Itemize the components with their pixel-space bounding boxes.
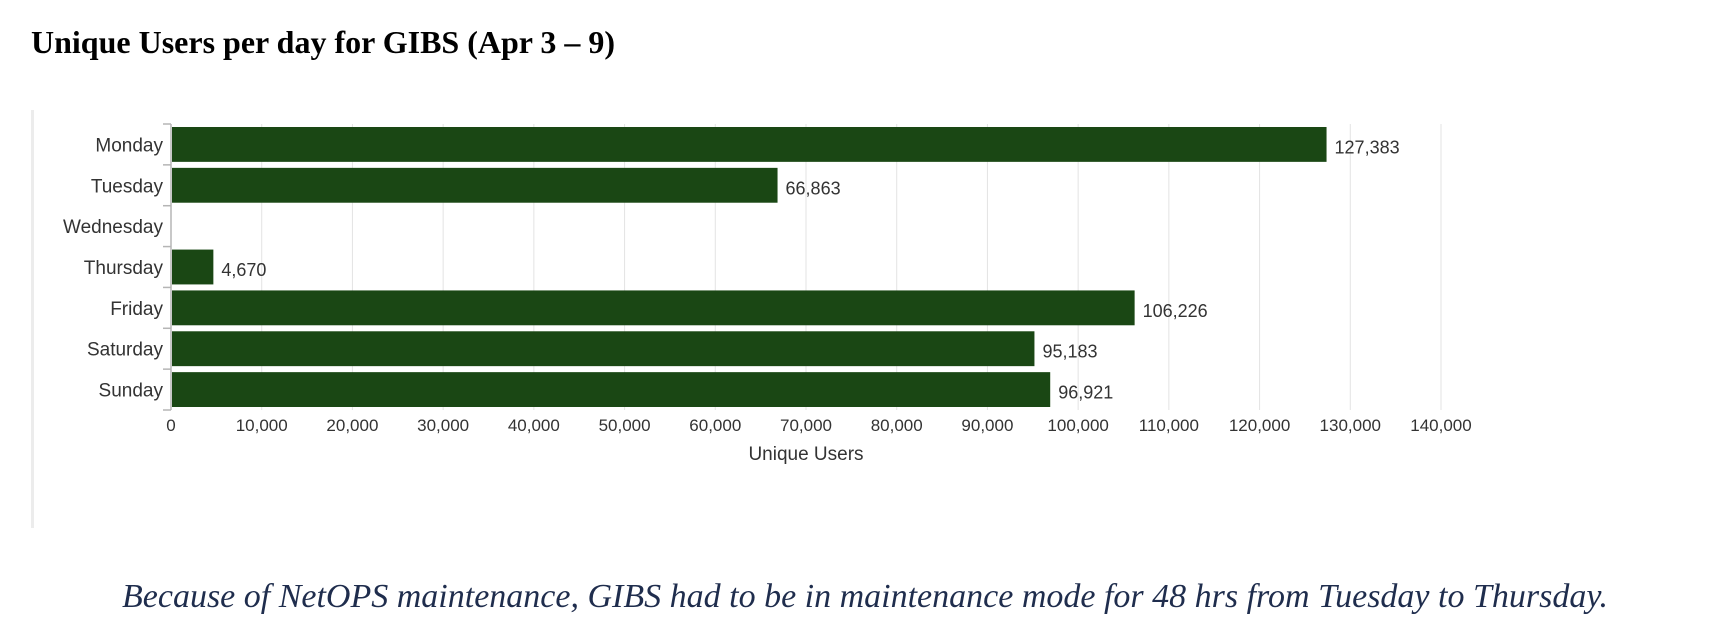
bar-value-label: 106,226 (1143, 301, 1208, 321)
category-label: Wednesday (63, 217, 163, 238)
bar (172, 372, 1051, 407)
bar (172, 249, 214, 285)
x-tick-label: 110,000 (1139, 416, 1199, 435)
maintenance-note: Because of NetOPS maintenance, GIBS had … (122, 578, 1609, 615)
category-label: Saturday (87, 340, 164, 361)
chart-panel: 0 10,000 20,000 30,000 40,000 50,000 60,000 70,… (31, 110, 1634, 528)
bar-value-label: 95,183 (1042, 342, 1097, 362)
bar-value-label: 66,863 (786, 178, 841, 198)
x-axis-title: Unique Users (748, 444, 863, 465)
category-label: Monday (95, 135, 163, 156)
x-tick-label: 90,000 (961, 416, 1013, 435)
x-tick-label: 0 (166, 416, 175, 435)
category-label: Tuesday (91, 176, 164, 197)
chart-title: Unique Users per day for GIBS (Apr 3 – 9… (31, 24, 616, 60)
x-tick-label: 10,000 (236, 416, 288, 435)
bar (172, 127, 1327, 162)
x-tick-label: 100,000 (1047, 416, 1108, 435)
bar (172, 331, 1035, 367)
category-label: Thursday (84, 258, 164, 279)
x-tick-label: 30,000 (417, 416, 469, 435)
x-tick-label: 140,000 (1410, 416, 1471, 435)
bar-value-label: 4,670 (221, 260, 266, 280)
x-tick-label: 60,000 (689, 416, 741, 435)
x-tick-label: 120,000 (1229, 416, 1290, 435)
bars (172, 127, 1327, 407)
grid-lines (261, 124, 1442, 410)
x-tick-label: 70,000 (780, 416, 832, 435)
bar (172, 290, 1135, 326)
bar-value-label: 127,383 (1335, 137, 1400, 157)
category-label: Friday (110, 299, 163, 320)
bar-value-label: 96,921 (1058, 383, 1113, 403)
x-tick-label: 40,000 (508, 416, 560, 435)
x-tick-label: 130,000 (1320, 416, 1381, 435)
labels: 0 10,000 20,000 30,000 40,000 50,000 60,000 70,… (63, 135, 1472, 435)
bar (172, 167, 778, 203)
x-tick-label: 80,000 (871, 416, 923, 435)
bar-chart: 0 10,000 20,000 30,000 40,000 50,000 60,000 70,… (63, 123, 1472, 465)
x-tick-label: 50,000 (599, 416, 651, 435)
x-tick-label: 20,000 (326, 416, 378, 435)
category-label: Sunday (99, 381, 164, 402)
axes (163, 123, 172, 411)
